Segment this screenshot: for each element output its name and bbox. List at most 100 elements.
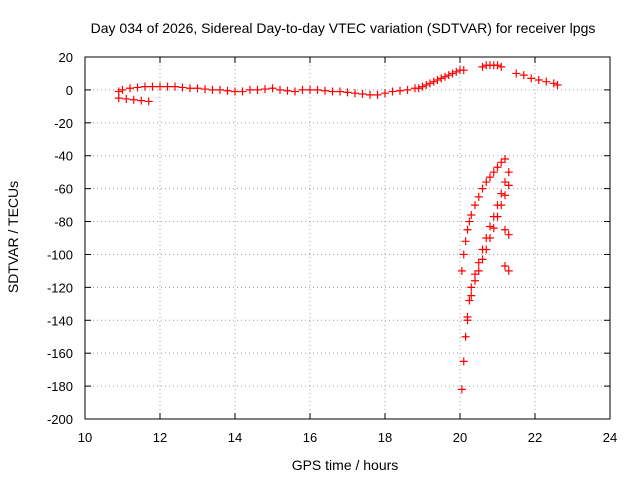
y-tick-label: -160 (47, 346, 73, 361)
data-point (471, 201, 479, 210)
data-point (163, 82, 172, 91)
data-point (486, 222, 494, 231)
data-point (129, 95, 138, 104)
data-point (501, 261, 509, 270)
data-point (459, 66, 468, 75)
data-point (208, 85, 217, 94)
data-point (126, 84, 134, 93)
axis-ticks (84, 56, 611, 420)
data-point (504, 266, 513, 275)
data-point (201, 85, 209, 94)
data-point (459, 357, 468, 366)
data-point (283, 86, 292, 95)
plot-frame (84, 56, 611, 420)
data-point (465, 296, 474, 305)
y-tick-label: -100 (47, 247, 73, 262)
data-point (489, 168, 498, 177)
data-point (403, 85, 412, 94)
data-point (504, 230, 513, 239)
series-group (457, 155, 509, 275)
data-point (336, 87, 344, 96)
series-group (114, 94, 153, 106)
data-point (493, 61, 502, 70)
data-point (452, 67, 461, 76)
data-point (467, 283, 476, 292)
data-point (171, 82, 179, 91)
data-point (501, 191, 509, 200)
data-point (122, 94, 131, 103)
data-point (482, 245, 491, 254)
data-point (463, 316, 472, 325)
y-tick-label: -200 (47, 412, 73, 427)
x-tick-label: 18 (378, 430, 392, 445)
y-tick-label: -120 (47, 280, 73, 295)
data-point (178, 83, 187, 92)
y-tick-label: -140 (47, 313, 73, 328)
data-point (501, 225, 509, 234)
series-group (501, 225, 513, 239)
data-point (426, 79, 434, 88)
data-point (497, 201, 506, 210)
data-point (504, 168, 513, 177)
data-point (486, 234, 494, 242)
data-point (396, 86, 404, 95)
data-point (216, 85, 224, 94)
data-point (463, 225, 472, 234)
data-points (114, 61, 562, 394)
data-point (448, 69, 457, 78)
data-point (478, 255, 487, 264)
data-point (381, 89, 389, 98)
x-tick-label: 16 (303, 430, 317, 445)
data-point (433, 76, 442, 85)
series-group (501, 261, 513, 275)
data-point (467, 291, 476, 300)
y-tick-label: 0 (66, 83, 73, 98)
data-point (422, 80, 431, 89)
data-point (465, 217, 474, 226)
x-tick-labels: 10 12 14 16 18 20 22 24 (78, 430, 617, 445)
data-point (542, 77, 551, 86)
data-point (461, 332, 470, 341)
data-point (534, 76, 543, 85)
data-point (186, 84, 194, 93)
data-point (118, 85, 127, 94)
series-group (114, 82, 412, 99)
data-point (441, 72, 449, 81)
data-point (298, 85, 307, 94)
data-point (457, 266, 466, 275)
data-point (497, 189, 506, 198)
data-point (114, 94, 123, 103)
data-point (148, 82, 157, 91)
data-point (253, 85, 262, 94)
x-tick-label: 10 (78, 430, 92, 445)
data-point (358, 90, 367, 99)
data-point (313, 85, 322, 94)
data-point (504, 181, 513, 190)
data-point (223, 86, 232, 95)
data-point (261, 85, 269, 94)
data-point (471, 276, 479, 285)
data-point (461, 237, 470, 246)
data-point (321, 86, 329, 95)
series-group (478, 61, 506, 71)
y-tick-label: -180 (47, 379, 73, 394)
data-point (553, 80, 562, 89)
data-point (429, 77, 438, 86)
data-point (486, 173, 494, 182)
data-point (291, 87, 299, 96)
data-point (474, 258, 483, 267)
data-point (467, 210, 476, 219)
data-point (501, 178, 509, 187)
data-point (474, 266, 483, 275)
data-point (141, 82, 149, 91)
data-point (493, 212, 502, 221)
y-tick-label: -80 (54, 215, 73, 230)
data-point (156, 82, 164, 91)
data-point (276, 85, 284, 94)
data-point (144, 97, 153, 106)
y-tick-label: -60 (54, 182, 73, 197)
data-point (497, 158, 506, 167)
x-tick-label: 12 (153, 430, 167, 445)
data-point (193, 84, 202, 93)
x-tick-label: 14 (228, 430, 242, 445)
